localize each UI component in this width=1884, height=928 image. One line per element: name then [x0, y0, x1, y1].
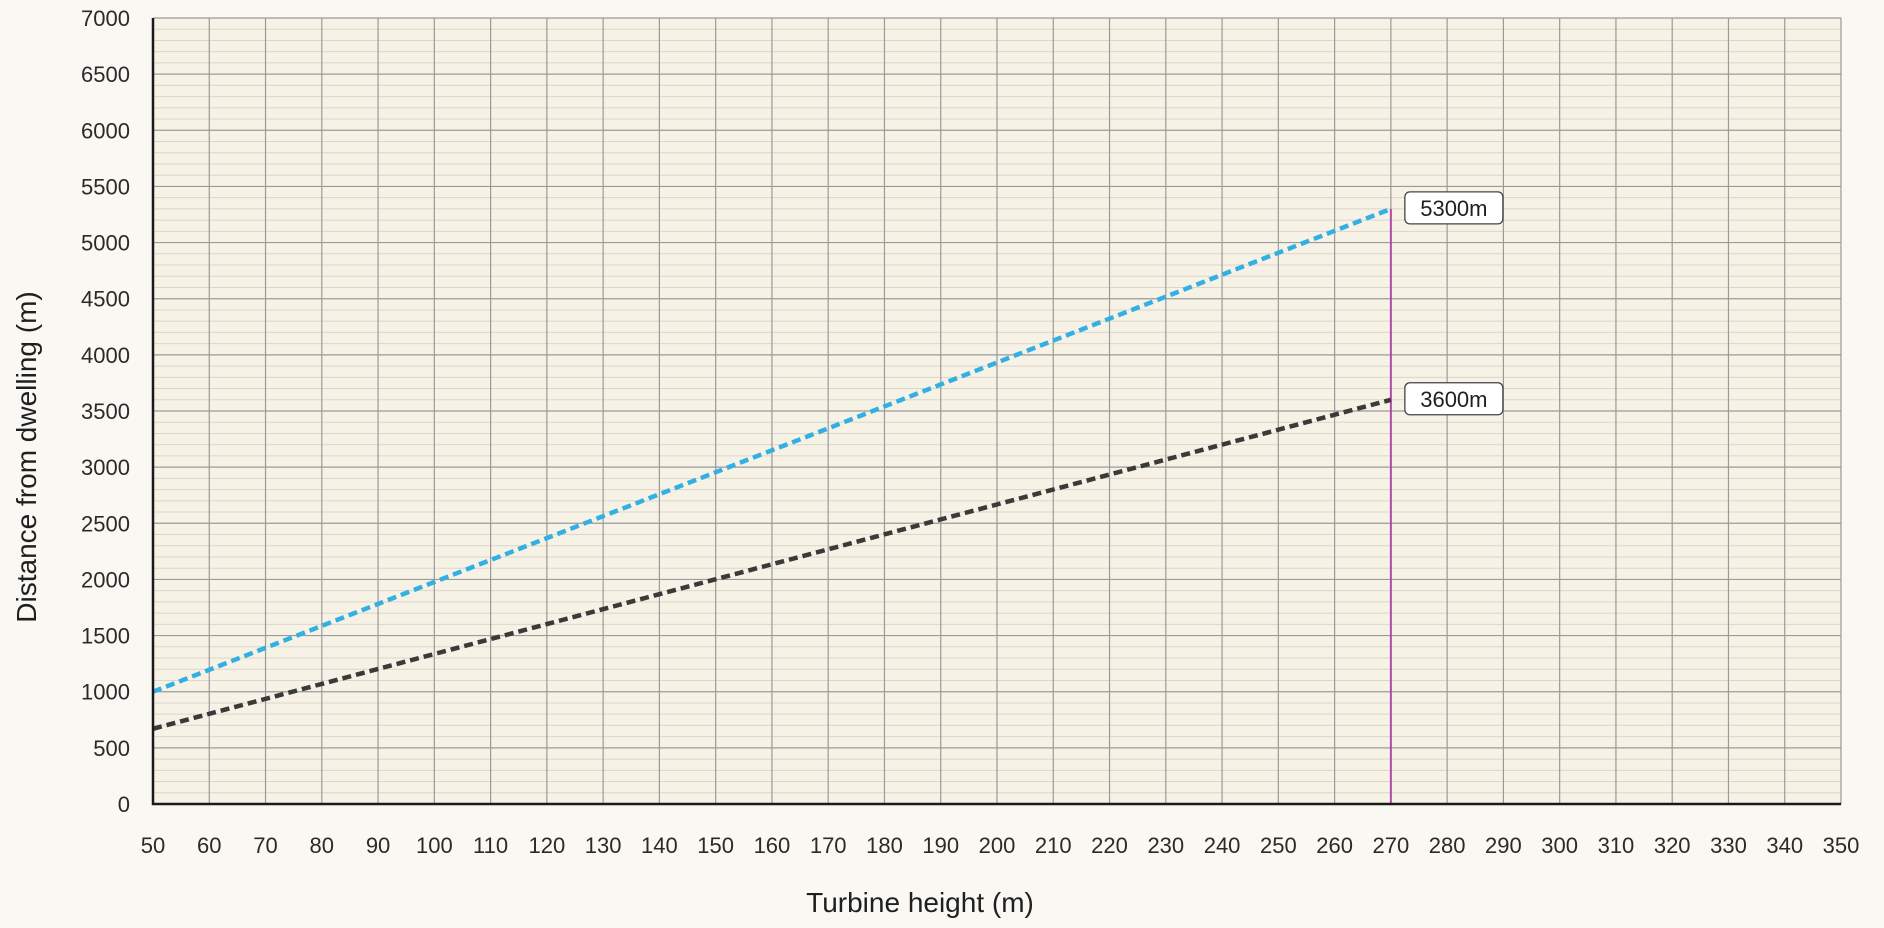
x-tick-label: 190 [922, 833, 959, 858]
x-tick-label: 90 [366, 833, 390, 858]
annotation-callout: 3600m [1404, 382, 1504, 416]
x-tick-label: 100 [416, 833, 453, 858]
x-tick-label: 130 [585, 833, 622, 858]
x-tick-label: 250 [1260, 833, 1297, 858]
series-line-2 [152, 397, 1392, 731]
x-tick-label: 170 [810, 833, 847, 858]
x-tick-label: 70 [253, 833, 277, 858]
x-tick-label: 310 [1598, 833, 1635, 858]
x-tick-label: 290 [1485, 833, 1522, 858]
x-tick-label: 330 [1710, 833, 1747, 858]
y-tick-label: 500 [93, 736, 130, 761]
x-tick-label: 230 [1147, 833, 1184, 858]
x-tick-label: 210 [1035, 833, 1072, 858]
y-tick-label: 7000 [81, 6, 130, 31]
annotation-label: 5300m [1420, 196, 1487, 221]
y-axis-title: Distance from dwelling (m) [11, 291, 42, 622]
x-tick-label: 60 [197, 833, 221, 858]
y-tick-label: 6000 [81, 118, 130, 143]
x-tick-label: 50 [141, 833, 165, 858]
y-tick-label: 4000 [81, 343, 130, 368]
y-tick-label: 3500 [81, 399, 130, 424]
x-tick-label: 160 [754, 833, 791, 858]
x-tick-label: 200 [979, 833, 1016, 858]
x-tick-label: 270 [1373, 833, 1410, 858]
annotation-label: 3600m [1420, 387, 1487, 412]
x-tick-label: 150 [697, 833, 734, 858]
x-tick-label: 140 [641, 833, 678, 858]
x-tick-label: 180 [866, 833, 903, 858]
x-tick-label: 80 [310, 833, 334, 858]
y-tick-label: 1000 [81, 680, 130, 705]
x-tick-label: 280 [1429, 833, 1466, 858]
x-tick-label: 120 [529, 833, 566, 858]
y-tick-label: 0 [118, 792, 130, 817]
y-tick-label: 2500 [81, 511, 130, 536]
x-tick-label: 350 [1823, 833, 1860, 858]
annotation-box [1404, 191, 1504, 225]
annotation-callout: 5300m [1404, 191, 1504, 225]
x-tick-label: 320 [1654, 833, 1691, 858]
y-tick-label: 2000 [81, 567, 130, 592]
annotation-box [1404, 382, 1504, 416]
y-tick-label: 6500 [81, 62, 130, 87]
x-tick-label: 220 [1091, 833, 1128, 858]
x-tick-label: 300 [1541, 833, 1578, 858]
y-tick-label: 4500 [81, 287, 130, 312]
x-axis-title: Turbine height (m) [806, 887, 1034, 918]
series-line-1 [152, 206, 1392, 694]
x-tick-label: 260 [1316, 833, 1353, 858]
y-tick-label: 5000 [81, 231, 130, 256]
x-tick-label: 240 [1204, 833, 1241, 858]
y-tick-label: 3000 [81, 455, 130, 480]
x-tick-label: 110 [473, 833, 508, 858]
y-tick-label: 5500 [81, 174, 130, 199]
x-tick-label: 340 [1766, 833, 1803, 858]
y-tick-label: 1500 [81, 624, 130, 649]
